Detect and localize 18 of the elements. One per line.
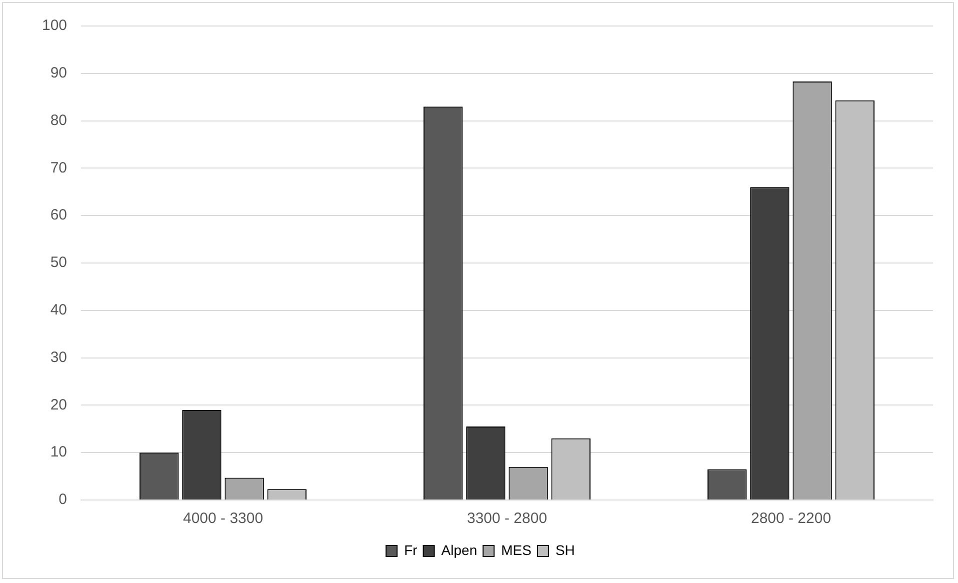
y-tick-label: 50 bbox=[50, 254, 68, 272]
x-tick-label: 2800 - 2200 bbox=[750, 510, 832, 528]
y-tick-label: 90 bbox=[50, 64, 68, 82]
x-tick-label: 3300 - 2800 bbox=[466, 510, 548, 528]
x-tick-label: 4000 - 3300 bbox=[182, 510, 264, 528]
y-tick-label: 20 bbox=[50, 396, 68, 414]
legend-label: Fr bbox=[404, 542, 418, 558]
y-tick-label: 0 bbox=[58, 491, 68, 508]
legend-label: MES bbox=[501, 542, 532, 558]
legend-label: SH bbox=[555, 542, 575, 558]
y-tick-label: 30 bbox=[50, 348, 68, 366]
y-tick-label: 80 bbox=[50, 112, 68, 129]
y-tick-label: 60 bbox=[50, 206, 68, 224]
y-tick-label: 100 bbox=[42, 17, 68, 34]
y-tick-label: 70 bbox=[50, 159, 68, 176]
legend-label: Alpen bbox=[441, 542, 478, 558]
y-tick-label: 10 bbox=[50, 444, 68, 461]
y-tick-label: 40 bbox=[50, 302, 68, 319]
